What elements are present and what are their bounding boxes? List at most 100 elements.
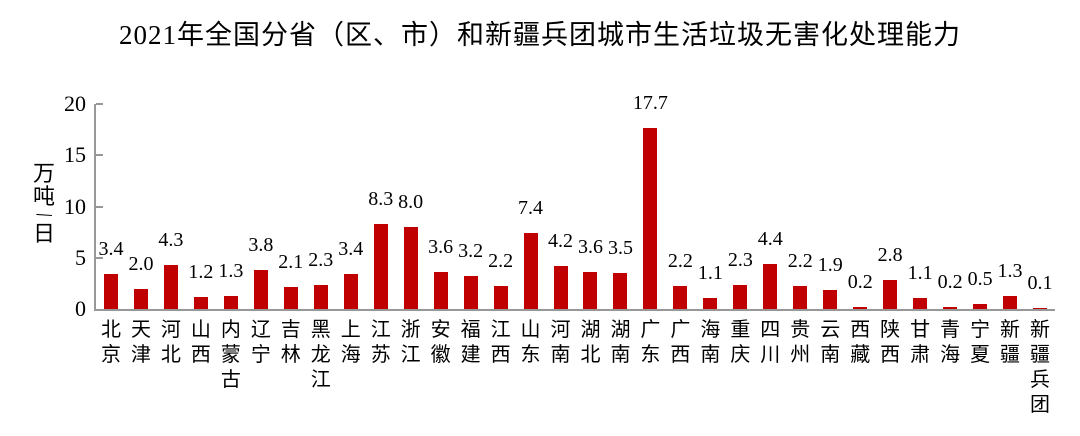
x-axis-label-char: 南	[550, 344, 571, 366]
bar-value-label: 2.2	[667, 250, 693, 273]
x-axis-label-char: 京	[100, 344, 121, 366]
bar-value-label: 3.4	[338, 238, 364, 261]
y-axis-tick	[96, 205, 103, 208]
x-axis-label-char: 南	[700, 344, 721, 366]
x-axis-label: 山西	[189, 318, 213, 368]
x-axis-label: 北京	[99, 318, 123, 368]
bar-value-label: 2.2	[488, 250, 514, 273]
x-axis-label-char: 南	[820, 344, 841, 366]
bar-value-label: 3.6	[577, 236, 603, 259]
x-axis-label-char: 川	[760, 344, 781, 366]
x-axis-label: 广西	[668, 318, 692, 368]
x-axis-label-char: 南	[610, 344, 631, 366]
y-tick-label: 10	[64, 193, 86, 219]
x-axis-label-char: 四	[760, 319, 781, 341]
bar	[823, 289, 838, 309]
bar-value-label: 2.8	[877, 244, 903, 267]
x-axis-label-char: 东	[640, 344, 661, 366]
x-axis-label-char: 疆	[1030, 344, 1051, 366]
bar-value-label: 17.7	[632, 91, 668, 114]
x-axis-label-char: 庆	[730, 344, 751, 366]
x-axis-label-char: 西	[850, 319, 871, 341]
bar-value-label: 0.2	[937, 270, 963, 293]
x-axis-label: 江西	[489, 318, 513, 368]
bar-value-label: 3.8	[248, 234, 274, 257]
bar	[523, 233, 538, 309]
bar-value-label: 2.3	[727, 249, 753, 272]
bar	[973, 303, 988, 309]
x-axis-label-char: 辽	[250, 319, 271, 341]
x-axis-label-char: 吉	[280, 319, 301, 341]
x-axis-label-char: 海	[940, 344, 961, 366]
x-axis-label-char: 江	[370, 319, 391, 341]
bar-value-label: 8.3	[368, 187, 394, 210]
bar	[673, 286, 688, 309]
bar	[943, 306, 958, 309]
x-axis-label: 河北	[159, 318, 183, 368]
bar-value-label: 4.2	[548, 229, 574, 252]
x-axis-label-char: 疆	[1000, 344, 1021, 366]
x-axis-label-char: 新	[1030, 319, 1051, 341]
x-axis-label: 海南	[698, 318, 722, 368]
bar	[703, 297, 718, 309]
bar-value-label: 2.3	[308, 249, 334, 272]
bar	[313, 285, 328, 309]
x-axis-label: 宁夏	[968, 318, 992, 368]
x-axis-label-char: 肃	[910, 344, 931, 366]
bar	[433, 272, 448, 309]
bar	[463, 276, 478, 309]
x-axis-label-char: 内	[220, 319, 241, 341]
x-axis-label: 山东	[519, 318, 543, 368]
x-axis-label-char: 北	[580, 344, 601, 366]
x-axis-label-char: 江	[400, 344, 421, 366]
x-axis-label-char: 浙	[400, 319, 421, 341]
x-axis-label-char: 苏	[370, 344, 391, 366]
bar-value-label: 1.3	[218, 259, 244, 282]
x-axis-label-char: 西	[670, 344, 691, 366]
x-axis-label: 重庆	[728, 318, 752, 368]
x-axis-label: 湖南	[608, 318, 632, 368]
bar-value-label: 0.2	[847, 270, 873, 293]
x-axis-label: 陕西	[878, 318, 902, 368]
x-axis-label-char: 河	[550, 319, 571, 341]
x-axis-label-char: 蒙	[220, 344, 241, 366]
bar-value-label: 1.2	[188, 260, 214, 283]
bar-value-label: 1.1	[907, 261, 933, 284]
bar	[493, 286, 508, 309]
x-axis-label: 吉林	[279, 318, 303, 368]
bar-value-label: 1.1	[697, 261, 723, 284]
x-axis-label: 四川	[758, 318, 782, 368]
bar	[223, 295, 238, 309]
bar	[1003, 295, 1018, 309]
x-axis-label: 湖北	[578, 318, 602, 368]
bar	[883, 280, 898, 309]
x-axis-label-char: 林	[280, 344, 301, 366]
x-axis-label: 福建	[459, 318, 483, 368]
bar-value-label: 2.0	[128, 252, 154, 275]
x-axis-label-char: 团	[1030, 394, 1051, 416]
x-axis-label-char: 山	[190, 319, 211, 341]
x-axis-label-char: 东	[520, 344, 541, 366]
chart-title: 2021年全国分省（区、市）和新疆兵团城市生活垃圾无害化处理能力	[119, 20, 961, 50]
bar-value-label: 1.9	[817, 253, 843, 276]
x-axis-label-char: 海	[700, 319, 721, 341]
bar	[193, 296, 208, 309]
x-axis-label: 新疆兵团	[1028, 318, 1052, 418]
x-axis-label-char: 北	[160, 344, 181, 366]
bar	[403, 227, 418, 309]
x-axis-label-char: 贵	[790, 319, 811, 341]
x-axis-label-char: 西	[880, 344, 901, 366]
bar	[793, 286, 808, 309]
x-axis-label: 广东	[638, 318, 662, 368]
bar	[343, 274, 358, 309]
x-axis-label-char: 青	[940, 319, 961, 341]
bar	[643, 127, 658, 309]
x-axis-label-char: 云	[820, 319, 841, 341]
x-axis-label-char: 甘	[910, 319, 931, 341]
x-axis-label-char: 建	[460, 344, 481, 366]
x-axis-label-char: 上	[340, 319, 361, 341]
x-axis-label-char: 山	[520, 319, 541, 341]
x-axis-line	[94, 309, 1055, 311]
x-axis-label-char: 龙	[310, 344, 331, 366]
